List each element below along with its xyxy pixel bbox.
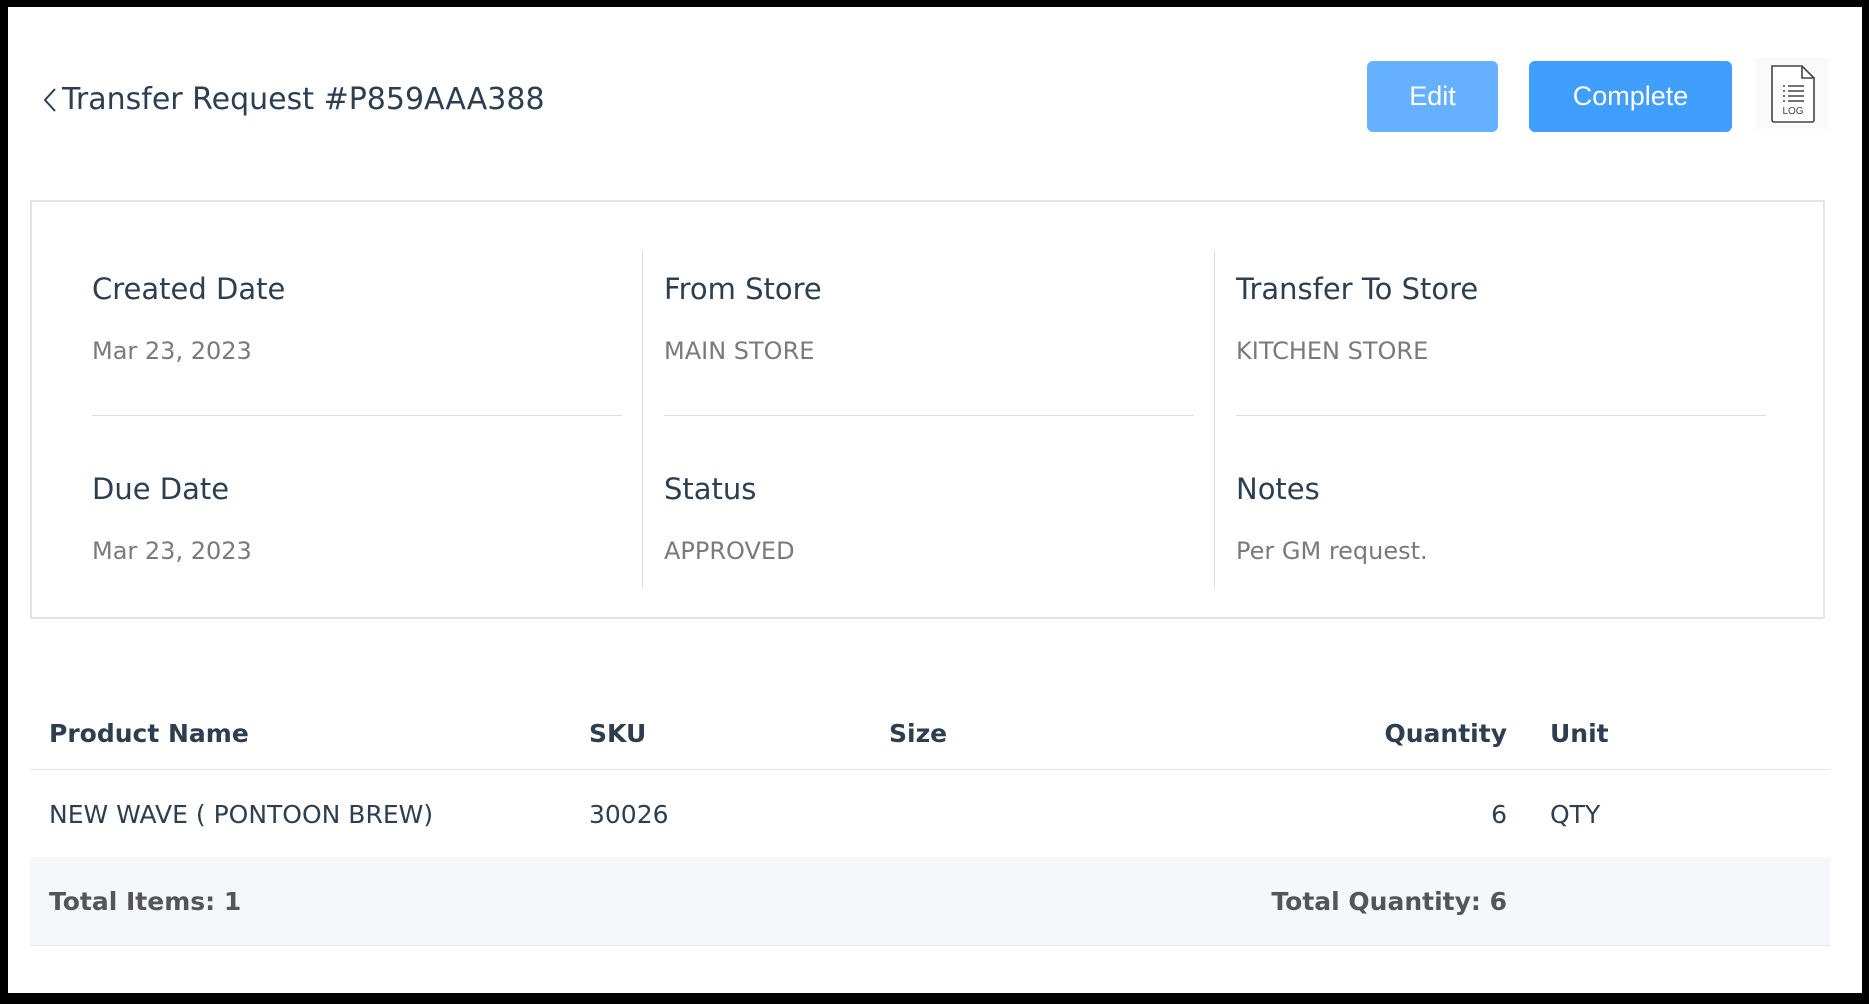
divider [1236,415,1766,416]
column-header-quantity[interactable]: Quantity [1384,719,1508,748]
divider [30,769,1830,770]
column-header-unit[interactable]: Unit [1550,719,1609,748]
cell-product-name: NEW WAVE ( PONTOON BREW) [49,800,434,829]
status-value: APPROVED [664,537,795,565]
complete-button[interactable]: Complete [1529,61,1732,132]
from-store-value: MAIN STORE [664,337,815,365]
chevron-left-icon [43,88,56,112]
cell-unit: QTY [1550,800,1601,829]
divider [92,415,622,416]
divider [664,415,1194,416]
page: Transfer Request #P859AAA388 Edit Comple… [8,7,1862,993]
table-footer [30,857,1830,946]
edit-button[interactable]: Edit [1367,61,1498,132]
divider [642,250,643,588]
page-title: Transfer Request #P859AAA388 [62,82,545,117]
log-button[interactable]: LOG [1756,57,1828,129]
column-header-sku[interactable]: SKU [589,719,647,748]
created-date-value: Mar 23, 2023 [92,337,252,365]
column-header-product-name[interactable]: Product Name [49,719,249,748]
transfer-to-store-label: Transfer To Store [1236,272,1479,306]
back-button[interactable] [36,85,66,115]
status-label: Status [664,472,757,506]
column-header-size[interactable]: Size [889,719,948,748]
due-date-value: Mar 23, 2023 [92,537,252,565]
total-quantity: Total Quantity: 6 [1271,887,1507,916]
created-date-label: Created Date [92,272,286,306]
notes-label: Notes [1236,472,1320,506]
details-card: Created Date Mar 23, 2023 From Store MAI… [30,200,1825,619]
due-date-label: Due Date [92,472,230,506]
log-file-icon: LOG [1771,65,1815,123]
total-items: Total Items: 1 [49,887,242,916]
svg-text:LOG: LOG [1782,106,1803,117]
cell-sku: 30026 [589,800,669,829]
notes-value: Per GM request. [1236,537,1428,565]
divider [1214,250,1215,588]
transfer-to-store-value: KITCHEN STORE [1236,337,1429,365]
from-store-label: From Store [664,272,822,306]
cell-quantity: 6 [1491,800,1507,829]
